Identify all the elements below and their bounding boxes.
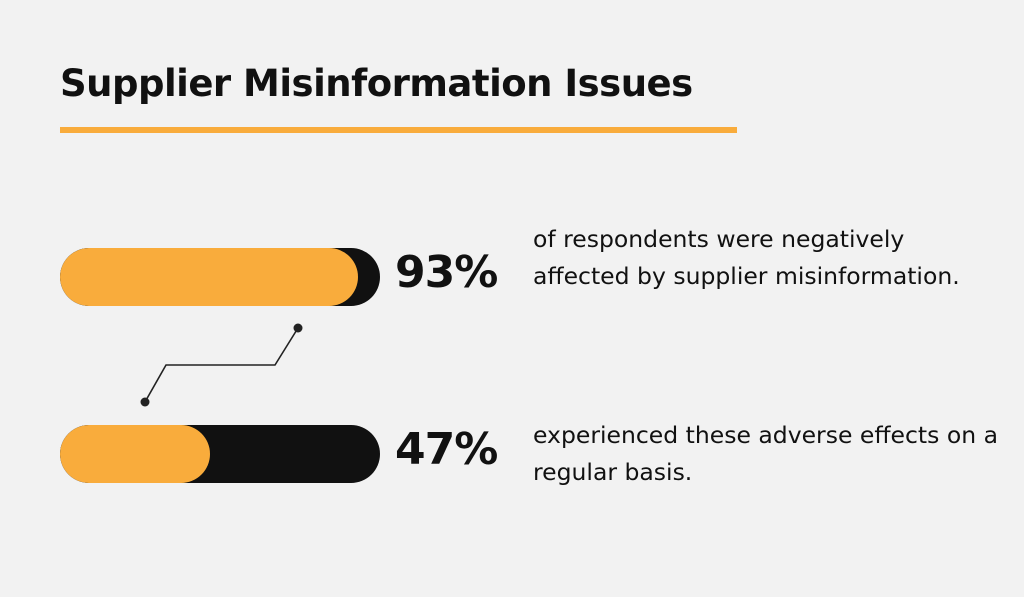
progress-bar-track-2 xyxy=(60,425,380,483)
connector-dot-bottom xyxy=(140,397,150,407)
connector-path xyxy=(144,327,299,403)
stat-description-1: of respondents were negatively affected … xyxy=(533,225,960,290)
progress-bar-fill-1 xyxy=(60,248,358,306)
connector-dot-top xyxy=(293,323,303,333)
page-title: Supplier Misinformation Issues xyxy=(60,62,693,105)
stat-percent-2: 47% xyxy=(395,424,498,475)
stat-description-2: experienced these adverse effects on a r… xyxy=(533,421,998,486)
title-underline xyxy=(60,127,737,133)
stat-percent-1: 93% xyxy=(395,247,498,298)
progress-bar-fill-2 xyxy=(60,425,211,483)
progress-bar-track-1 xyxy=(60,248,380,306)
